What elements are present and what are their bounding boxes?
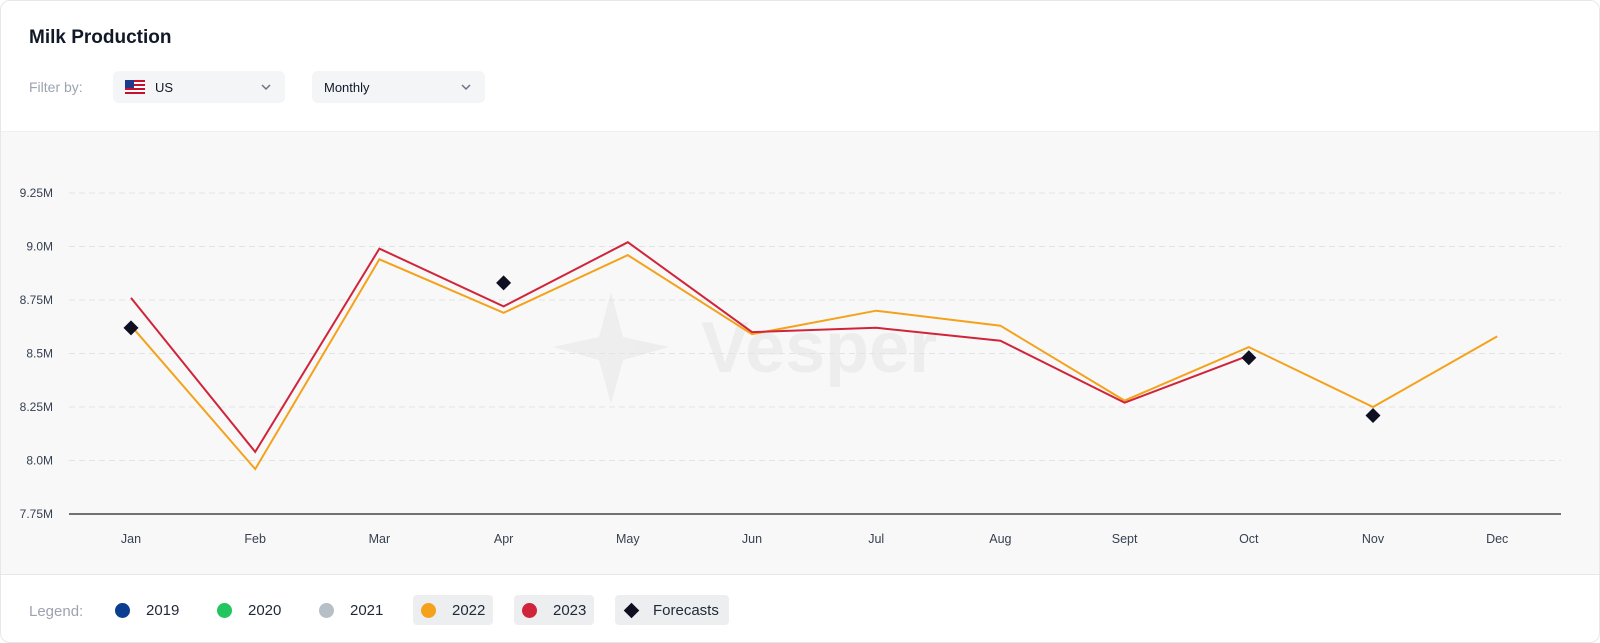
y-tick-label: 7.75M [20,507,53,521]
legend-item-label: 2022 [452,601,486,619]
legend-item-label: 2021 [350,601,384,619]
period-select-value: Monthly [324,79,370,95]
y-tick-label: 8.5M [26,347,53,361]
x-tick-label: Jan [121,532,141,546]
x-tick-label: Aug [989,532,1011,546]
legend-item-2022[interactable]: 2022 [413,595,494,625]
filter-label: Filter by: [29,79,83,95]
forecast-point[interactable] [1241,350,1257,366]
legend-dot-2023 [522,602,537,618]
legend-item-2020[interactable]: 2020 [209,595,289,625]
series-line-2023 [130,241,1250,454]
legend-item-label: 2023 [553,601,587,619]
legend-label: Legend: [29,603,84,620]
y-tick-label: 8.25M [20,400,53,414]
y-tick-label: 8.75M [20,293,53,307]
legend-dot-2021 [319,602,334,618]
page-title: Milk Production [29,27,172,48]
series-line-2022 [130,253,1498,471]
legend-item-label: Forecasts [653,601,719,619]
x-tick-label: Nov [1362,532,1385,546]
y-tick-label: 8.0M [26,454,53,468]
period-select[interactable]: Monthly [312,71,485,103]
legend-item-label: 2019 [146,601,180,619]
x-tick-label: Oct [1239,532,1259,546]
forecast-diamond-icon [623,602,640,618]
legend-item-2023[interactable]: 2023 [514,595,595,625]
card-header: Milk Production Filter by: US Monthly [1,1,1599,132]
legend-item-2021[interactable]: 2021 [311,595,391,625]
milk-production-chart: Vesper 7.75M8.0M8.25M8.5M8.75M9.0M9.25M … [20,186,1561,546]
chart-area: Vesper 7.75M 8.0M 8.25M 8.5M 8.75M 9.0M 9.25M … [1,132,1599,574]
forecast-point[interactable] [496,275,512,291]
x-tick-label: Mar [369,532,391,546]
country-select[interactable]: US [113,71,285,103]
legend-item-2019[interactable]: 2019 [107,595,187,625]
y-tick-label: 9.0M [26,240,53,254]
legend: Legend: 2019 2020 2021 2022 2023 Forecas… [1,574,1599,642]
legend-dot-2019 [115,602,130,618]
y-tick-label: 9.25M [20,186,53,200]
x-tick-label: Jun [742,532,762,546]
legend-item-label: 2020 [248,601,282,619]
x-tick-label: Dec [1486,532,1508,546]
x-tick-label: Jul [868,532,884,546]
country-select-value: US [155,79,174,95]
x-tick-label: Sept [1112,532,1138,546]
x-tick-label: May [616,532,640,546]
chevron-down-icon [261,84,271,91]
us-flag-icon [125,80,145,94]
watermark: Vesper [553,292,937,404]
legend-dot-2022 [421,602,436,618]
legend-dot-2020 [217,602,232,618]
forecast-point[interactable] [123,320,139,336]
x-tick-label: Feb [244,532,266,546]
forecast-point[interactable] [1365,408,1381,424]
legend-item-forecasts[interactable]: Forecasts [615,595,729,625]
chevron-down-icon [461,84,471,91]
x-tick-label: Apr [494,532,513,546]
